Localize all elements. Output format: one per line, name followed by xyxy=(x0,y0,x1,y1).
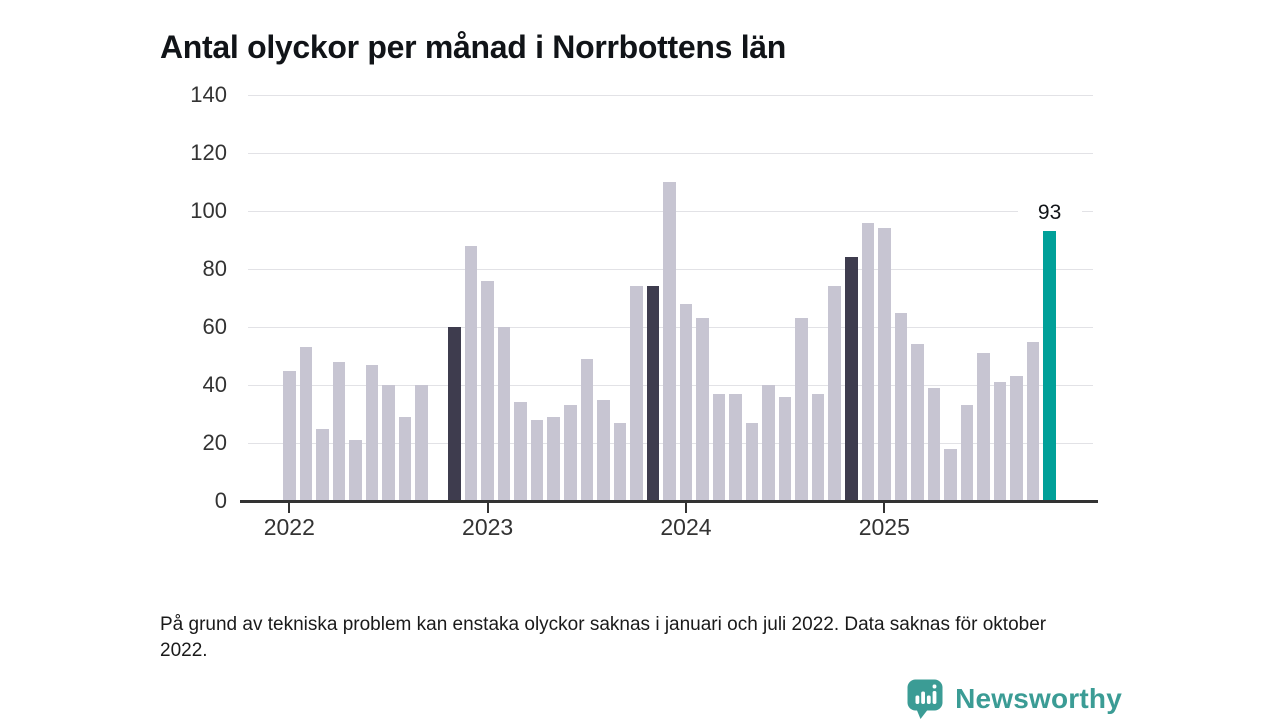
bar-2022-09 xyxy=(415,385,428,501)
bar-2023-07 xyxy=(580,358,594,501)
x-axis-tick-label-2022: 2022 xyxy=(263,514,315,540)
bar-2024-04 xyxy=(729,393,742,501)
bar-2022-05 xyxy=(349,440,362,501)
bar-2023-03 xyxy=(514,402,527,501)
bar-2025-05 xyxy=(944,448,957,501)
x-axis-tick-2022 xyxy=(288,503,291,513)
x-axis-tick-2024 xyxy=(684,503,687,513)
x-axis-tick-2025 xyxy=(883,503,886,513)
bar-2024-09 xyxy=(811,393,825,501)
y-axis-tick-label: 120 xyxy=(190,140,227,165)
bar-2022-03 xyxy=(316,428,329,501)
y-axis-tick-label: 80 xyxy=(202,256,227,281)
bar-value-label: 93 xyxy=(1017,201,1082,226)
bar-2023-05 xyxy=(547,416,560,501)
y-axis-tick-label: 100 xyxy=(190,198,227,223)
bar-2022-07 xyxy=(382,385,395,501)
bar-2022-08 xyxy=(398,416,412,501)
newsworthy-logo-icon xyxy=(906,678,945,719)
bar-2023-08 xyxy=(597,399,610,501)
bar-2024-05 xyxy=(745,422,759,501)
bar-2022-11 xyxy=(448,327,461,501)
bar-2024-10 xyxy=(828,286,841,501)
bar-2023-10 xyxy=(630,286,643,501)
bar-2025-03 xyxy=(911,344,924,501)
y-axis-tick-label: 40 xyxy=(202,372,227,397)
bar-2025-07 xyxy=(977,353,990,501)
bar-2025-09 xyxy=(1010,376,1023,501)
bar-2025-01 xyxy=(878,228,891,501)
x-axis-line xyxy=(240,500,1098,503)
bar-2023-04 xyxy=(530,419,544,501)
page-title: Antal olyckor per månad i Norrbottens lä… xyxy=(160,29,787,66)
newsworthy-logo-text: Newsworthy xyxy=(955,682,1122,714)
bar-2024-07 xyxy=(778,396,792,501)
bar-2022-04 xyxy=(332,361,346,501)
chart-footnote: På grund av tekniska problem kan enstaka… xyxy=(160,614,1047,661)
x-axis-tick-label-2023: 2023 xyxy=(462,514,514,540)
bar-2024-08 xyxy=(795,318,808,501)
bar-2024-01 xyxy=(679,303,693,501)
x-axis-tick-2023 xyxy=(486,503,489,513)
bar-2023-11 xyxy=(646,286,660,501)
bar-2024-02 xyxy=(696,318,709,501)
bar-2024-12 xyxy=(861,222,875,501)
bar-2022-01 xyxy=(283,370,296,501)
bar-2024-03 xyxy=(712,393,726,501)
gridline-y120 xyxy=(248,152,1093,154)
bar-2025-10 xyxy=(1026,341,1040,501)
chart-plot-area: 0 20 40 60 80 100 120 140 93 2022 2023 2024 2025 xyxy=(190,82,1098,540)
y-axis-tick-label: 20 xyxy=(202,430,227,455)
bar-2023-02 xyxy=(497,327,511,501)
gridline-y140 xyxy=(248,94,1093,96)
bar-2023-12 xyxy=(663,182,676,501)
bar-2022-12 xyxy=(464,245,478,501)
x-axis-tick-label-2025: 2025 xyxy=(858,514,910,540)
bar-2024-11 xyxy=(845,257,858,501)
bar-2022-06 xyxy=(365,364,379,501)
newsworthy-branding: Newsworthy xyxy=(906,678,1122,719)
y-axis-tick-label: 0 xyxy=(214,488,227,513)
y-axis-tick-label: 60 xyxy=(202,314,227,339)
bar-2023-01 xyxy=(481,280,494,501)
bar-2023-09 xyxy=(613,422,627,501)
bar-2025-06 xyxy=(960,405,974,501)
bar-2025-02 xyxy=(894,312,908,501)
bar-2025-08 xyxy=(993,382,1007,501)
bar-2022-02 xyxy=(299,347,313,501)
bar-2023-06 xyxy=(564,405,577,501)
x-axis-tick-label-2024: 2024 xyxy=(660,514,712,540)
bar-2024-06 xyxy=(762,385,775,501)
bar-2025-11 xyxy=(1043,231,1056,501)
bar-2025-04 xyxy=(927,387,941,501)
y-axis-tick-label: 140 xyxy=(190,82,227,107)
